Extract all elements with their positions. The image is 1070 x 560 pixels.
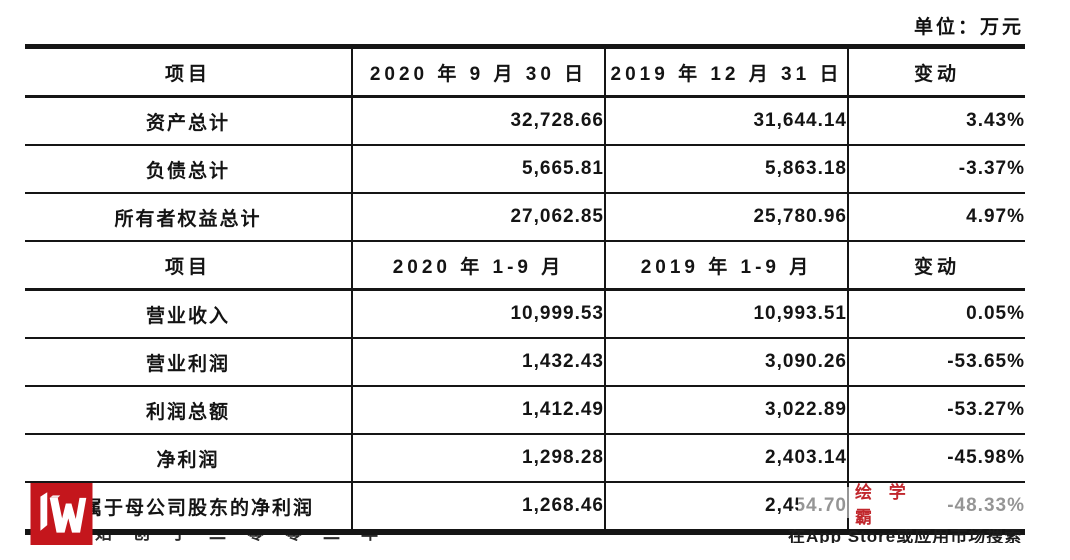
header-col-change: 变动 xyxy=(847,45,1025,98)
change-cell: 3.43% xyxy=(847,95,1025,146)
watermark-bottom-left: 始创于二零零二年 xyxy=(95,531,425,541)
header-col-2019: 2019 年 12 月 31 日 xyxy=(604,45,849,98)
item-cell: 净利润 xyxy=(25,433,353,483)
value-cell: 10,993.51 xyxy=(604,288,849,339)
item-cell: 利润总额 xyxy=(25,385,353,435)
value-cell: 1,432.43 xyxy=(351,337,606,387)
item-cell: 所有者权益总计 xyxy=(25,192,353,242)
watermark-bottom-right-text: 在App Store或应用市场搜索 xyxy=(788,529,1023,543)
table-row: 营业利润 1,432.43 3,090.26 -53.65% xyxy=(25,337,1025,387)
change-cell: 0.05% xyxy=(847,288,1025,339)
change-cell: -53.65% xyxy=(847,337,1025,387)
header-item: 项目 xyxy=(25,240,353,291)
value-cell: 5,863.18 xyxy=(604,144,849,194)
change-cell: -53.27% xyxy=(847,385,1025,435)
value-cell: 32,728.66 xyxy=(351,95,606,146)
value-cell: 31,644.14 xyxy=(604,95,849,146)
watermark-badge: 绘 学 霸 xyxy=(851,483,943,527)
change-cell: -3.37% xyxy=(847,144,1025,194)
item-cell: 营业收入 xyxy=(25,288,353,339)
change-cell: -45.98% xyxy=(847,433,1025,483)
table-row: 利润总额 1,412.49 3,022.89 -53.27% xyxy=(25,385,1025,435)
table-row: 净利润 1,298.28 2,403.14 -45.98% xyxy=(25,433,1025,483)
table-header-row: 项目 2020 年 1-9 月 2019 年 1-9 月 变动 xyxy=(25,240,1025,291)
watermark-bottom-left-text: 始创于二零零二年 xyxy=(95,531,399,541)
financial-table: 项目 2020 年 9 月 30 日 2019 年 12 月 31 日 变动 资… xyxy=(25,44,1025,535)
header-col-change: 变动 xyxy=(847,240,1025,291)
value-cell: 27,062.85 xyxy=(351,192,606,242)
header-col-2020: 2020 年 1-9 月 xyxy=(351,240,606,291)
table-row: 所有者权益总计 27,062.85 25,780.96 4.97% xyxy=(25,192,1025,242)
item-cell: 资产总计 xyxy=(25,95,353,146)
table-row: 负债总计 5,665.81 5,863.18 -3.37% xyxy=(25,144,1025,194)
w-logo-icon xyxy=(30,483,93,545)
table-header-row: 项目 2020 年 9 月 30 日 2019 年 12 月 31 日 变动 xyxy=(25,45,1025,98)
table-row: 资产总计 32,728.66 31,644.14 3.43% xyxy=(25,95,1025,146)
header-col-2020: 2020 年 9 月 30 日 xyxy=(351,45,606,98)
item-cell: 营业利润 xyxy=(25,337,353,387)
value-cell: 25,780.96 xyxy=(604,192,849,242)
header-col-2019: 2019 年 1-9 月 xyxy=(604,240,849,291)
value-cell: 1,268.46 xyxy=(351,481,606,533)
change-cell: 4.97% xyxy=(847,192,1025,242)
watermark-bottom-right: 在App Store或应用市场搜索 xyxy=(788,529,1070,543)
watermark-logo xyxy=(30,483,93,545)
value-cell: 3,022.89 xyxy=(604,385,849,435)
value-cell: 5,665.81 xyxy=(351,144,606,194)
value-cell: 3,090.26 xyxy=(604,337,849,387)
value-cell: 10,999.53 xyxy=(351,288,606,339)
header-item: 项目 xyxy=(25,45,353,98)
value-cell: 1,412.49 xyxy=(351,385,606,435)
value-cell: 2,403.14 xyxy=(604,433,849,483)
item-cell: 负债总计 xyxy=(25,144,353,194)
unit-label: 单位：万元 xyxy=(913,17,1024,38)
value-cell: 1,298.28 xyxy=(351,433,606,483)
table-row: 营业收入 10,999.53 10,993.51 0.05% xyxy=(25,288,1025,339)
